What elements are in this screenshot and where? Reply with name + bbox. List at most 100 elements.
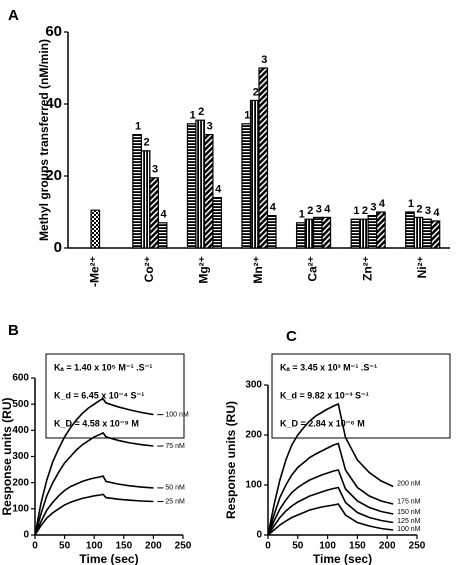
panel-label: B [8, 322, 19, 339]
annotation: K_D = 4.58 x 10⁻⁹ M [54, 418, 139, 428]
x-tick-label: 100 [86, 541, 103, 552]
bar-label: 3 [207, 121, 213, 133]
x-tick-label: 150 [115, 541, 132, 552]
bar [195, 119, 206, 249]
y-tick-label: 100 [245, 480, 262, 491]
x-tick-label: 50 [292, 541, 304, 552]
y-tick-label: 400 [12, 425, 29, 436]
y-axis-label: Response units (RU) [224, 401, 238, 519]
category-label: Zn²⁺ [360, 256, 374, 281]
x-tick-label: 100 [319, 541, 336, 552]
x-tick-label: 200 [379, 541, 396, 552]
response-curve [34, 431, 154, 536]
y-tick-label: 0 [54, 239, 62, 256]
bar-label: 1 [244, 110, 250, 122]
bar [359, 218, 369, 249]
bar [132, 134, 142, 249]
series-label: 175 nM [397, 498, 421, 505]
series-label: 25 nM [165, 498, 185, 505]
bar [212, 197, 223, 249]
category-label: -Me²⁺ [87, 256, 101, 287]
bar-label: 2 [416, 203, 422, 215]
response-curve [267, 469, 394, 536]
bar [186, 123, 197, 249]
panel-label: C [286, 328, 297, 345]
bar [157, 222, 168, 249]
annotation: Kₐ = 1.40 x 10⁵ M⁻¹ .S⁻¹ [54, 362, 152, 372]
bar-label: 1 [408, 198, 414, 210]
annotation: K_d = 6.45 x 10⁻⁴ S⁻¹ [54, 390, 144, 400]
bar [350, 218, 361, 249]
series-label: 50 nM [165, 485, 185, 492]
series-label: 100 nM [397, 526, 421, 533]
bar [140, 150, 151, 249]
bar [266, 215, 277, 249]
bar-label: 1 [353, 205, 359, 217]
series-label: 200 nM [397, 480, 421, 487]
series-label: 125 nM [397, 518, 421, 525]
bar-label: 2 [362, 205, 368, 217]
response-curve [267, 486, 394, 536]
bar-label: 4 [433, 207, 440, 219]
response-curve [267, 442, 394, 536]
category-label: Ca²⁺ [306, 256, 320, 282]
y-tick-label: 0 [256, 530, 262, 541]
x-axis-label: Time (sec) [79, 552, 138, 565]
y-tick-label: 40 [45, 95, 62, 112]
y-tick-label: 0 [23, 530, 29, 541]
bar-label: 2 [253, 86, 259, 98]
bar [312, 216, 323, 249]
response-curve [34, 493, 154, 536]
y-tick-label: 200 [12, 477, 29, 488]
y-tick-label: 20 [45, 167, 62, 184]
x-axis-label: Time (sec) [313, 552, 372, 565]
response-curve [34, 397, 154, 536]
bar-label: 4 [379, 198, 386, 210]
y-tick-label: 200 [245, 430, 262, 441]
bar [258, 67, 269, 249]
bar-label: 3 [152, 164, 158, 176]
x-tick-label: 50 [59, 541, 71, 552]
bar [367, 215, 378, 249]
bar-label: 2 [144, 137, 150, 149]
y-tick-label: 300 [12, 451, 29, 462]
bar [203, 134, 214, 249]
category-label: Ni²⁺ [415, 256, 429, 278]
bar-label: 4 [161, 209, 168, 221]
x-tick-label: 200 [145, 541, 162, 552]
bar-label: 3 [261, 54, 267, 66]
annotation-box [45, 353, 185, 439]
bar [149, 177, 159, 249]
bar [405, 211, 415, 249]
annotation: Kₐ = 3.45 x 10³ M⁻¹ .S⁻¹ [280, 362, 377, 372]
bar-label: 1 [135, 121, 141, 133]
bar-label: 1 [299, 209, 305, 221]
bar [90, 209, 101, 249]
series-label: 100 nM [165, 411, 189, 418]
y-tick-label: 500 [12, 399, 29, 410]
response-curve [34, 475, 154, 536]
category-label: Mg²⁺ [197, 256, 211, 284]
y-tick-label: 600 [12, 373, 29, 384]
bar-label: 1 [190, 110, 196, 122]
response-curve [267, 503, 394, 536]
x-tick-label: 250 [409, 541, 426, 552]
annotation-box [271, 353, 451, 439]
bar [249, 99, 260, 249]
bar [413, 216, 424, 249]
series-label: 75 nM [165, 443, 185, 450]
bar [241, 123, 252, 249]
response-curve [267, 402, 394, 536]
bar [376, 211, 386, 249]
y-tick-label: 100 [12, 503, 29, 514]
x-tick-label: 250 [175, 541, 192, 552]
annotation: K_d = 9.82 x 10⁻³ S⁻¹ [280, 390, 369, 400]
panel-label: A [8, 7, 19, 24]
series-label: 150 nM [397, 509, 421, 516]
y-tick-label: 300 [245, 380, 262, 391]
bar [422, 218, 432, 249]
x-tick-label: 0 [265, 541, 271, 552]
category-label: Mn²⁺ [251, 256, 265, 284]
y-tick-label: 60 [45, 23, 62, 40]
